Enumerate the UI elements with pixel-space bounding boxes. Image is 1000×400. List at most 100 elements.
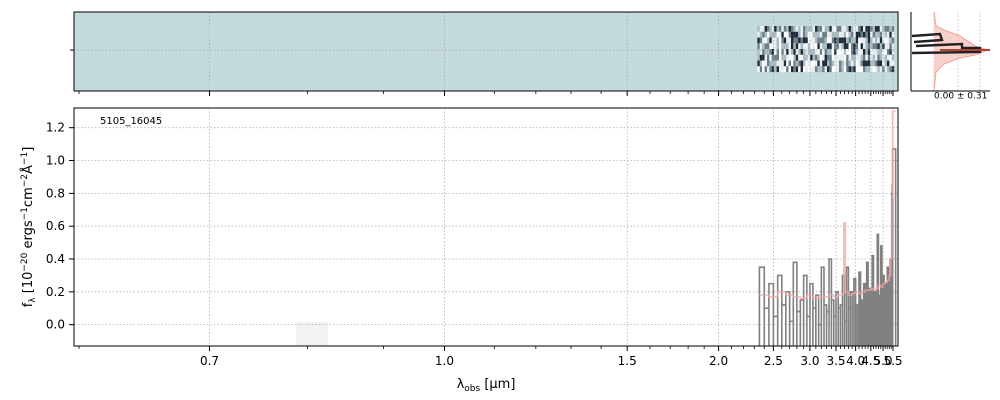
heat-cell — [867, 31, 871, 38]
heat-cell — [800, 31, 803, 38]
heat-cell — [788, 54, 791, 61]
heat-cell — [779, 49, 782, 55]
heat-cell — [872, 66, 875, 73]
heat-cell — [807, 66, 811, 73]
heat-cell — [805, 60, 808, 67]
heat-cell — [887, 37, 890, 44]
heat-cell — [870, 26, 873, 32]
heat-cell — [834, 54, 837, 61]
heat-cell — [867, 60, 871, 67]
heat-cell — [884, 31, 887, 38]
heat-cell — [889, 60, 892, 67]
x-tick-label: 1.5 — [618, 354, 637, 368]
heat-cell — [860, 54, 863, 61]
heat-cell — [867, 43, 871, 50]
heat-cell — [759, 54, 763, 61]
heat-cell — [877, 66, 880, 73]
heat-cell — [817, 37, 820, 44]
heat-cell — [863, 26, 866, 32]
heat-cell — [788, 31, 791, 38]
heat-cell — [824, 54, 827, 61]
heat-cell — [836, 66, 839, 73]
heat-cell — [764, 43, 767, 50]
heat-cell — [783, 43, 787, 50]
heat-cell — [764, 54, 767, 61]
heat-cell — [841, 37, 844, 44]
heat-cell — [788, 37, 791, 44]
heat-cell — [757, 43, 760, 50]
heat-cell — [882, 31, 885, 38]
heat-cell — [867, 26, 871, 32]
heat-cell — [879, 43, 883, 50]
heat-cell — [843, 49, 847, 55]
heat-cell — [887, 49, 890, 55]
heat-cell — [882, 49, 885, 55]
heat-cell — [846, 43, 849, 50]
heat-cell — [822, 26, 825, 32]
heat-cell — [767, 43, 770, 50]
heat-cell — [829, 26, 832, 32]
heat-cell — [798, 26, 801, 32]
heat-cell — [843, 54, 847, 61]
heat-cell — [839, 49, 842, 55]
x-tick-label: 5.5 — [883, 354, 902, 368]
heat-cell — [882, 37, 885, 44]
heat-cell — [848, 26, 851, 32]
heat-cell — [817, 54, 820, 61]
heat-cell — [872, 31, 875, 38]
heat-cell — [786, 60, 789, 67]
y-tick-label: 1.2 — [46, 121, 65, 135]
heat-cell — [841, 60, 844, 67]
heat-cell — [815, 43, 818, 50]
heat-cell — [829, 49, 832, 55]
heat-cell — [783, 66, 787, 73]
heat-cell — [831, 31, 835, 38]
heat-cell — [831, 60, 835, 67]
heat-cell — [817, 60, 820, 67]
heat-cell — [877, 26, 880, 32]
heat-cell — [812, 43, 815, 50]
heat-cell — [774, 26, 777, 32]
heat-cell — [855, 54, 859, 61]
heat-cell — [803, 60, 806, 67]
x-tick-label: 0.7 — [200, 354, 219, 368]
heat-cell — [769, 49, 772, 55]
heat-cell — [812, 31, 815, 38]
heat-cell — [774, 43, 777, 50]
heat-cell — [812, 49, 815, 55]
heat-cell — [769, 26, 772, 32]
heat-cell — [819, 60, 823, 67]
heat-cell — [884, 37, 887, 44]
heat-cell — [810, 37, 813, 44]
heat-cell — [855, 66, 859, 73]
heat-cell — [872, 54, 875, 61]
heat-cell — [851, 54, 854, 61]
x-tick-label: 3.5 — [826, 354, 845, 368]
heat-cell — [767, 54, 770, 61]
heat-cell — [759, 43, 763, 50]
heat-cell — [865, 60, 868, 67]
heat-cell — [836, 60, 839, 67]
heat-cell — [887, 43, 890, 50]
heat-cell — [870, 66, 873, 73]
heat-cell — [810, 66, 813, 73]
profile-panel: 0.00 ± 0.31 — [910, 11, 990, 102]
heat-cell — [863, 49, 866, 55]
heat-cell — [815, 26, 818, 32]
heat-cell — [791, 66, 794, 73]
heat-cell — [793, 49, 796, 55]
heat-cell — [757, 60, 760, 67]
heat-cell — [815, 54, 818, 61]
heat-cell — [829, 54, 832, 61]
heat-cell — [841, 31, 844, 38]
heat-cell — [870, 49, 873, 55]
heat-cell — [836, 54, 839, 61]
heat-cell — [848, 54, 851, 61]
heat-cell — [843, 37, 847, 44]
heat-cell — [827, 54, 830, 61]
heat-cell — [795, 26, 799, 32]
heat-cell — [798, 54, 801, 61]
heat-cell — [851, 26, 854, 32]
heat-cell — [858, 31, 861, 38]
heat-cell — [774, 66, 777, 73]
